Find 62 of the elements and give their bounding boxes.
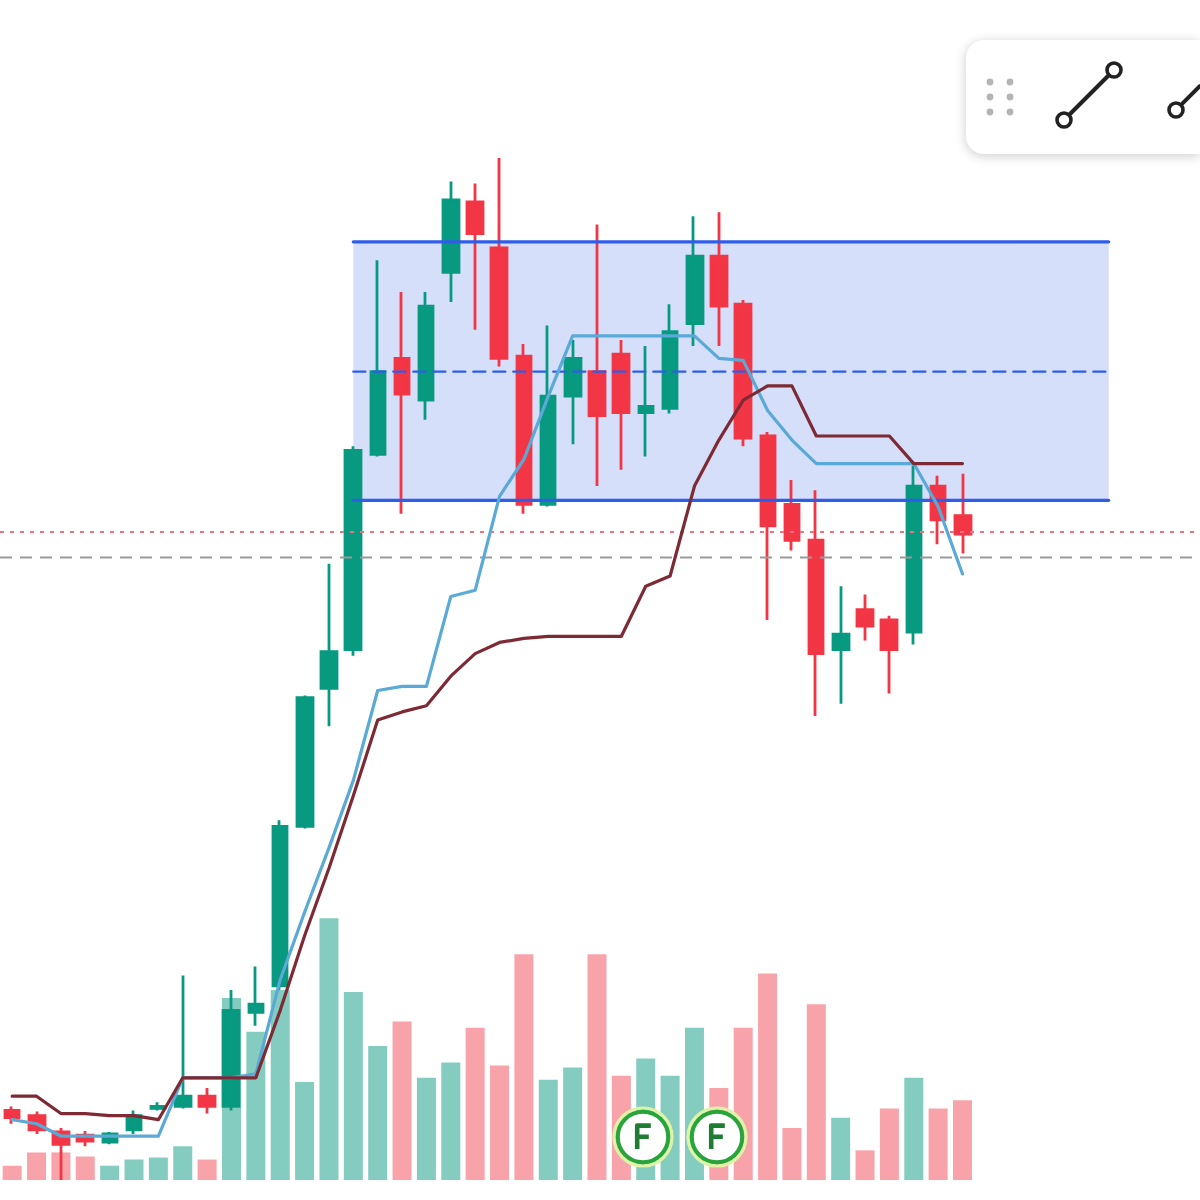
bar: [392, 1021, 412, 1180]
candlestick: [905, 464, 923, 646]
candlestick: [807, 488, 825, 718]
candlestick: [709, 210, 729, 348]
bar: [514, 954, 534, 1180]
bar: [538, 1079, 558, 1180]
candlestick: [149, 1100, 167, 1112]
bar: [2, 1165, 22, 1180]
candlestick: [393, 290, 411, 516]
bar: [148, 1157, 168, 1180]
candlestick: [685, 214, 705, 348]
bar: [831, 1117, 851, 1180]
bar: [904, 1077, 924, 1180]
candlestick: [441, 180, 461, 304]
bar: [563, 1067, 583, 1180]
candlestick: [759, 430, 777, 622]
candlestick: [465, 182, 485, 332]
candlestick: [831, 584, 851, 706]
bar: [855, 1150, 875, 1180]
bar: [928, 1108, 948, 1180]
candlestick: [417, 290, 435, 422]
candlestick: [611, 338, 631, 472]
bar: [806, 1004, 826, 1180]
candlestick: [783, 478, 801, 552]
candlestick: [173, 974, 193, 1110]
candlestick: [661, 302, 679, 415]
candlestick: [855, 592, 875, 642]
bar: [465, 1027, 485, 1180]
bar: [295, 1081, 315, 1180]
candlestick: [295, 694, 315, 830]
candlestick: [539, 324, 557, 508]
bar: [100, 1165, 120, 1180]
candlestick: [879, 614, 899, 695]
bar: [490, 1065, 510, 1180]
bar: [270, 989, 290, 1180]
candlestick: [953, 472, 973, 555]
bar: [343, 991, 363, 1180]
bar: [441, 1062, 461, 1180]
bar: [319, 918, 339, 1180]
candlestick: [489, 156, 509, 368]
bar: [587, 954, 607, 1180]
bar: [27, 1152, 47, 1180]
bar: [879, 1108, 899, 1180]
candlestick: [637, 344, 655, 458]
candlestick: [587, 223, 607, 488]
candlestick: [343, 444, 363, 658]
bar: [197, 1159, 217, 1180]
bar: [173, 1146, 193, 1180]
bar: [782, 1127, 802, 1180]
candlestick: [319, 562, 339, 728]
candlestick: [197, 1086, 217, 1115]
bar: [246, 1031, 266, 1180]
bar: [953, 1100, 973, 1180]
bar: [75, 1156, 95, 1180]
bar: [758, 973, 778, 1180]
candlestick: [369, 258, 387, 458]
candlestick: [563, 338, 583, 446]
candlestick: [3, 1105, 21, 1126]
bar: [124, 1159, 144, 1180]
bar: [416, 1077, 436, 1180]
bar: [368, 1046, 388, 1180]
candlestick: [247, 965, 265, 1028]
